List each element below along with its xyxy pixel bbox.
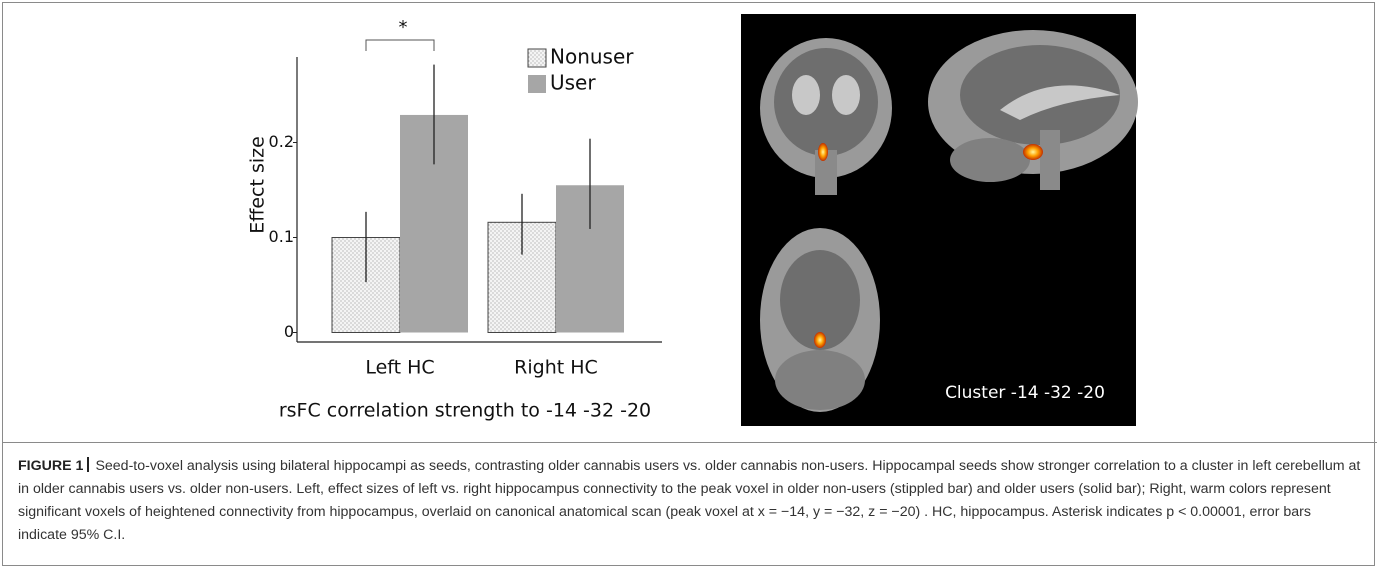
significance-annotation: * [399, 17, 408, 38]
caption-separator [87, 457, 89, 472]
legend-swatch [528, 49, 546, 67]
legend-label: User [550, 71, 596, 95]
caption-label: FIGURE 1 [18, 458, 83, 474]
x-tick-label: Right HC [514, 357, 598, 379]
caption-text: Seed-to-voxel analysis using bilateral h… [18, 458, 1360, 543]
y-tick-label: 0.2 [269, 132, 294, 151]
x-tick-label: Left HC [365, 357, 434, 379]
legend-swatch [528, 75, 546, 93]
chart: Cluster -14 -32 -20 * Effect size rsFC c… [0, 0, 1379, 445]
page: Cluster -14 -32 -20 * Effect size rsFC c… [0, 0, 1379, 570]
significance-bracket [366, 40, 434, 51]
y-tick-label: 0 [284, 322, 294, 341]
legend-label: Nonuser [550, 45, 634, 69]
y-tick-label: 0.1 [269, 227, 294, 246]
x-axis-label: rsFC correlation strength to -14 -32 -20 [279, 400, 651, 422]
image-label: Cluster -14 -32 -20 [945, 383, 1105, 403]
y-axis-label: Effect size [247, 136, 269, 234]
brain-image: Cluster -14 -32 -20 [741, 14, 1138, 426]
